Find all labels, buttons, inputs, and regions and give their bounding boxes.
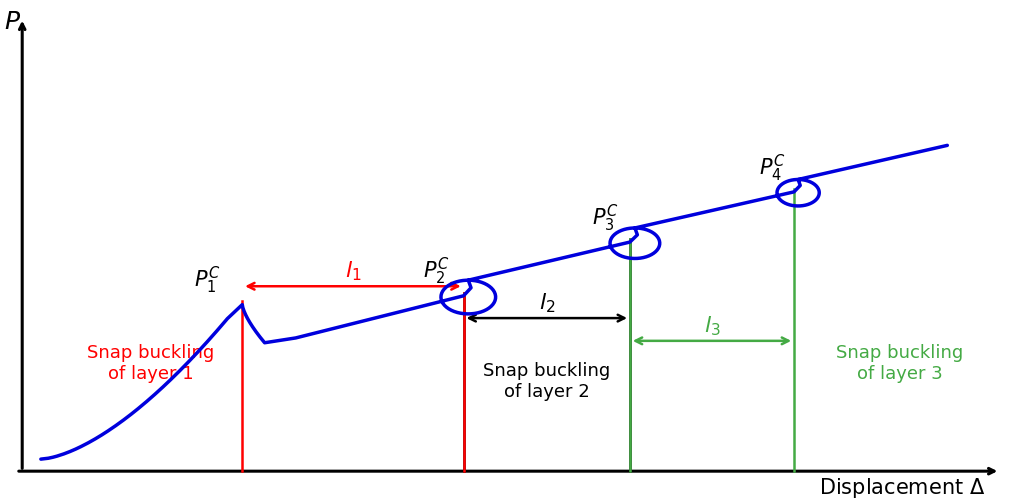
Text: $P_1^C$: $P_1^C$ bbox=[195, 265, 220, 296]
Text: Snap buckling
of layer 2: Snap buckling of layer 2 bbox=[483, 362, 610, 401]
Text: $P_4^C$: $P_4^C$ bbox=[759, 153, 784, 184]
Text: $l_3$: $l_3$ bbox=[703, 315, 720, 338]
Text: $P_2^C$: $P_2^C$ bbox=[423, 256, 450, 287]
Text: $l_1$: $l_1$ bbox=[345, 260, 361, 283]
Text: Displacement $\Delta$: Displacement $\Delta$ bbox=[819, 476, 985, 500]
Text: $P_3^C$: $P_3^C$ bbox=[592, 203, 618, 234]
Text: $l_2$: $l_2$ bbox=[539, 292, 555, 316]
Text: P: P bbox=[5, 11, 19, 34]
Text: Snap buckling
of layer 3: Snap buckling of layer 3 bbox=[836, 344, 964, 383]
Text: Snap buckling
of layer 1: Snap buckling of layer 1 bbox=[87, 344, 214, 383]
